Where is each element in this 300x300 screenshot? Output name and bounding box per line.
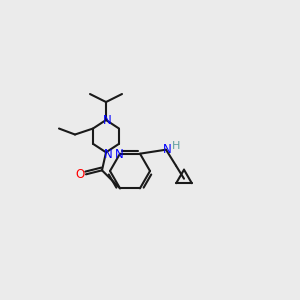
- Text: N: N: [103, 113, 111, 127]
- Text: N: N: [115, 148, 123, 161]
- Text: H: H: [172, 141, 180, 151]
- Text: N: N: [163, 143, 171, 156]
- Text: O: O: [75, 168, 85, 181]
- Text: N: N: [103, 148, 112, 161]
